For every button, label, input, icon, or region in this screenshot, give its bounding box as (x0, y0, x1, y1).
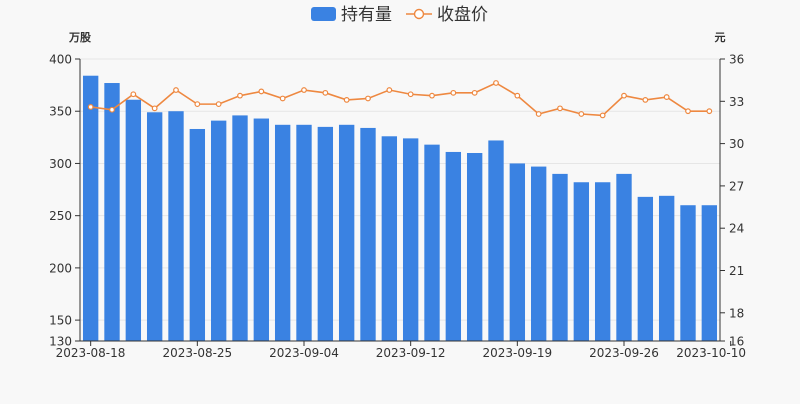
right-tick-label: 24 (729, 222, 744, 236)
left-tick-label: 200 (49, 261, 72, 275)
bar (424, 144, 440, 341)
bar (530, 166, 547, 341)
price-point (173, 87, 179, 93)
price-point (130, 91, 137, 98)
price-point (87, 104, 94, 110)
bar (445, 151, 462, 341)
bar (146, 112, 163, 342)
right-tick-label: 27 (729, 179, 744, 193)
right-tick-label: 18 (729, 306, 744, 320)
left-tick-label: 130 (49, 335, 72, 349)
price-point (514, 92, 521, 99)
left-tick-label: 250 (49, 209, 72, 223)
price-point (301, 87, 307, 93)
price-point (663, 94, 670, 100)
bar (701, 205, 718, 341)
price-point (621, 92, 627, 99)
legend-line-label: 收盘价 (437, 5, 488, 25)
legend-bar-label: 持有量 (341, 5, 392, 25)
x-tick-label: 2023-09-26 (589, 346, 659, 360)
price-point (706, 108, 713, 115)
bar (296, 124, 312, 341)
price-point (343, 96, 350, 103)
x-tick-label: 2023-10-10 (676, 346, 746, 360)
bar-series-holdings (82, 75, 718, 342)
price-point (535, 111, 542, 117)
bar (168, 111, 184, 341)
x-tick-label: 2023-09-12 (376, 346, 446, 360)
price-point (493, 80, 499, 86)
grid-lines (80, 58, 720, 321)
price-point (685, 108, 691, 115)
price-point (578, 111, 585, 117)
price-point (386, 87, 393, 93)
price-point (642, 96, 649, 103)
bar (274, 124, 291, 341)
bar (317, 126, 334, 341)
price-point (599, 112, 606, 119)
right-tick-label: 21 (729, 264, 744, 278)
left-tick-label: 150 (49, 314, 72, 328)
bar (658, 195, 675, 341)
x-tick-label: 2023-08-18 (56, 346, 126, 360)
price-point (471, 89, 478, 96)
bar (594, 182, 611, 341)
x-tick-label: 2023-09-04 (269, 346, 339, 360)
bar (338, 124, 355, 341)
right-tick-label: 33 (729, 95, 744, 109)
left-tick-label: 300 (49, 157, 72, 171)
axes: 130 150 200 250 300 350 400 万股 16 18 21 24 27 30 33 36元… (49, 31, 746, 360)
price-point (279, 95, 286, 102)
price-point (194, 101, 201, 108)
bar (210, 120, 227, 341)
bar (616, 173, 632, 341)
price-point (365, 95, 371, 102)
x-tick-label: 2023-09-19 (482, 346, 552, 360)
bar (680, 205, 696, 341)
bar (360, 127, 376, 341)
price-line (90, 82, 710, 117)
bar (104, 83, 120, 342)
price-point (258, 88, 265, 95)
price-point (450, 89, 457, 96)
left-tick-label: 350 (49, 105, 72, 119)
bar (573, 182, 590, 341)
left-axis-unit: 万股 (68, 31, 92, 44)
price-point (151, 105, 158, 112)
bar (381, 136, 398, 341)
bar (232, 115, 248, 342)
bar (82, 75, 99, 341)
price-point (237, 92, 243, 99)
bar (253, 118, 270, 342)
price-point (429, 92, 435, 99)
right-axis-unit: 元 (715, 31, 726, 44)
legend-bar-swatch (311, 7, 336, 21)
right-tick-label: 36 (729, 53, 744, 67)
legend[interactable]: 持有量 收盘价 (311, 5, 488, 25)
line-series-close-price (87, 80, 713, 119)
bar (637, 196, 654, 341)
price-point (407, 91, 414, 98)
price-point (215, 101, 222, 108)
x-tick-label: 2023-08-25 (162, 346, 232, 360)
bar (125, 99, 142, 341)
bar (189, 128, 206, 341)
bar (488, 140, 504, 341)
bar (402, 138, 419, 341)
right-tick-label: 30 (729, 137, 744, 151)
bar (552, 173, 568, 341)
price-point (109, 106, 115, 113)
price-point (557, 105, 563, 112)
price-point (322, 89, 329, 96)
legend-line-marker (413, 8, 425, 20)
right-tick-label: 16 (729, 335, 744, 349)
bar (466, 153, 483, 341)
left-tick-label: 400 (49, 53, 72, 67)
bar (509, 163, 526, 341)
